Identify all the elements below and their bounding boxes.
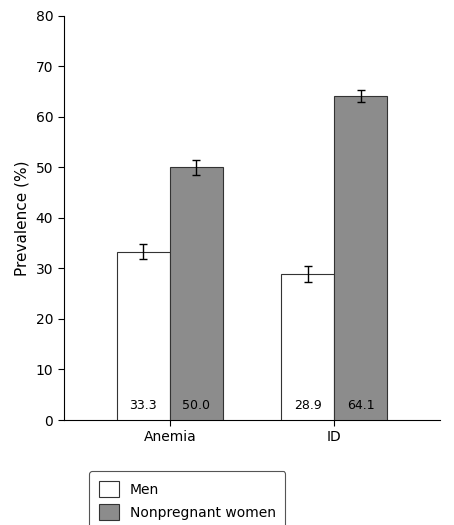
- Text: 33.3: 33.3: [129, 400, 157, 413]
- Bar: [117, 251, 170, 420]
- Text: 64.1: 64.1: [347, 400, 375, 413]
- Y-axis label: Prevalence (%): Prevalence (%): [15, 160, 30, 276]
- Text: 28.9: 28.9: [294, 400, 321, 413]
- Legend: Men, Nonpregnant women: Men, Nonpregnant women: [89, 471, 286, 525]
- Bar: [334, 96, 387, 420]
- Text: 50.0: 50.0: [183, 400, 210, 413]
- Bar: [281, 274, 334, 420]
- Bar: [170, 167, 223, 420]
